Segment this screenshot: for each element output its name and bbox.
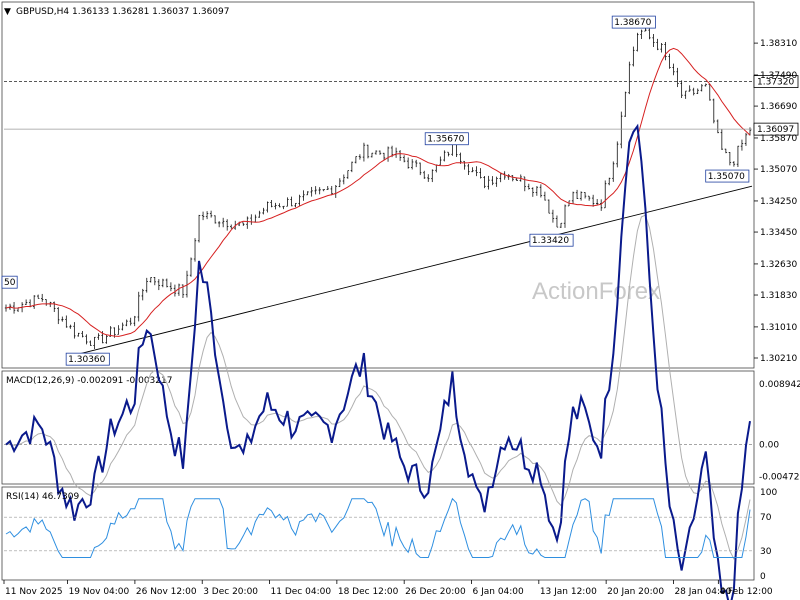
macd-tick-label: 0.00 [759,441,779,451]
price-label: 50 [4,278,16,288]
rsi-line [5,497,751,558]
price-label: 1.33420 [532,236,569,246]
price-tick-label: 1.31830 [760,291,797,301]
macd-line [5,123,751,600]
rsi-panel[interactable] [1,486,755,581]
time-tick-label: 28 Jan 04:00 [674,587,731,597]
time-tick-label: 3 Dec 20:00 [203,587,258,597]
price-tick-label: 1.34250 [760,197,797,207]
chart-header: GBPUSD,H4 1.36133 1.36281 1.36037 1.3609… [16,7,229,17]
rsi-tick-label: 100 [760,488,777,498]
price-tick-label: 1.30210 [760,354,797,364]
price-label-box [611,15,656,29]
rsi-layer [4,497,752,558]
price-label: 1.38670 [614,18,651,28]
watermark: ActionForex [532,278,660,305]
rsi-title: RSI(14) 46.7309 [6,492,79,502]
price-label-box [65,352,110,366]
time-tick-label: 11 Nov 2025 [5,587,63,597]
time-tick-label: 6 Jan 04:00 [473,587,525,597]
price-label: 1.35670 [427,135,464,145]
candles-layer [4,25,752,350]
price-tick-label: 1.35870 [760,134,797,144]
level-tag-box [753,75,799,88]
price-tick-label: 1.31010 [760,323,797,333]
level-tag: 1.37320 [757,78,794,88]
price-label-box [529,233,574,247]
macd-axis: 0.008942 0.00 -0.004725 [759,380,800,483]
support-trendline-layer [67,185,753,358]
horizontal-lines-layer: 1.37320 1.36097 [4,75,799,136]
rsi-tick-label: 70 [760,513,772,523]
chart-menu-triangle-icon[interactable]: ▼ [4,7,11,17]
price-label: 1.30360 [68,355,105,365]
time-axis: 11 Nov 2025 19 Nov 04:00 26 Nov 12:00 3 Dec… [3,580,773,597]
price-tick-label: 1.35070 [760,165,797,175]
time-tick-label: 20 Jan 20:00 [607,587,664,597]
price-labels-layer: 1.38670 1.35670 1.33420 1.35070 1.30360 50 [1,15,750,366]
price-label: 1.35070 [708,172,745,182]
price-tick-label: 1.38310 [760,39,797,49]
macd-signal-line [5,214,751,560]
price-label-box [424,132,469,146]
macd-panel[interactable] [1,370,755,485]
time-tick-label: 11 Dec 04:00 [271,587,332,597]
level-tag-box [753,122,799,136]
macd-title: MACD(12,26,9) -0.002091 -0.003217 [6,376,172,386]
macd-tick-label: 0.008942 [759,380,800,390]
time-tick-label: 19 Nov 04:00 [69,587,130,597]
price-tick-label: 1.37490 [760,71,797,81]
price-label-box [1,275,18,289]
level-tag: 1.36097 [757,125,794,135]
price-tick-label: 1.33450 [760,228,797,238]
macd-tick-label: -0.004725 [759,473,800,483]
rsi-axis: 100 70 30 0 [760,488,777,582]
time-tick-label: 13 Jan 12:00 [540,587,597,597]
time-tick-label: 4 Feb 12:00 [719,587,773,597]
price-panel[interactable] [1,1,755,369]
macd-layer [4,123,752,600]
rsi-tick-label: 30 [760,547,772,557]
time-tick-label: 26 Dec 20:00 [405,587,466,597]
support-trendline [67,185,753,358]
price-label-box [705,169,750,183]
rsi-tick-label: 0 [760,572,766,582]
time-tick-label: 18 Dec 12:00 [338,587,399,597]
price-axis: 1.38310 1.37490 1.36690 1.35870 1.35070 1.342… [754,39,797,364]
time-tick-label: 26 Nov 12:00 [136,587,197,597]
price-tick-label: 1.36690 [760,102,797,112]
price-tick-label: 1.32630 [760,260,797,270]
